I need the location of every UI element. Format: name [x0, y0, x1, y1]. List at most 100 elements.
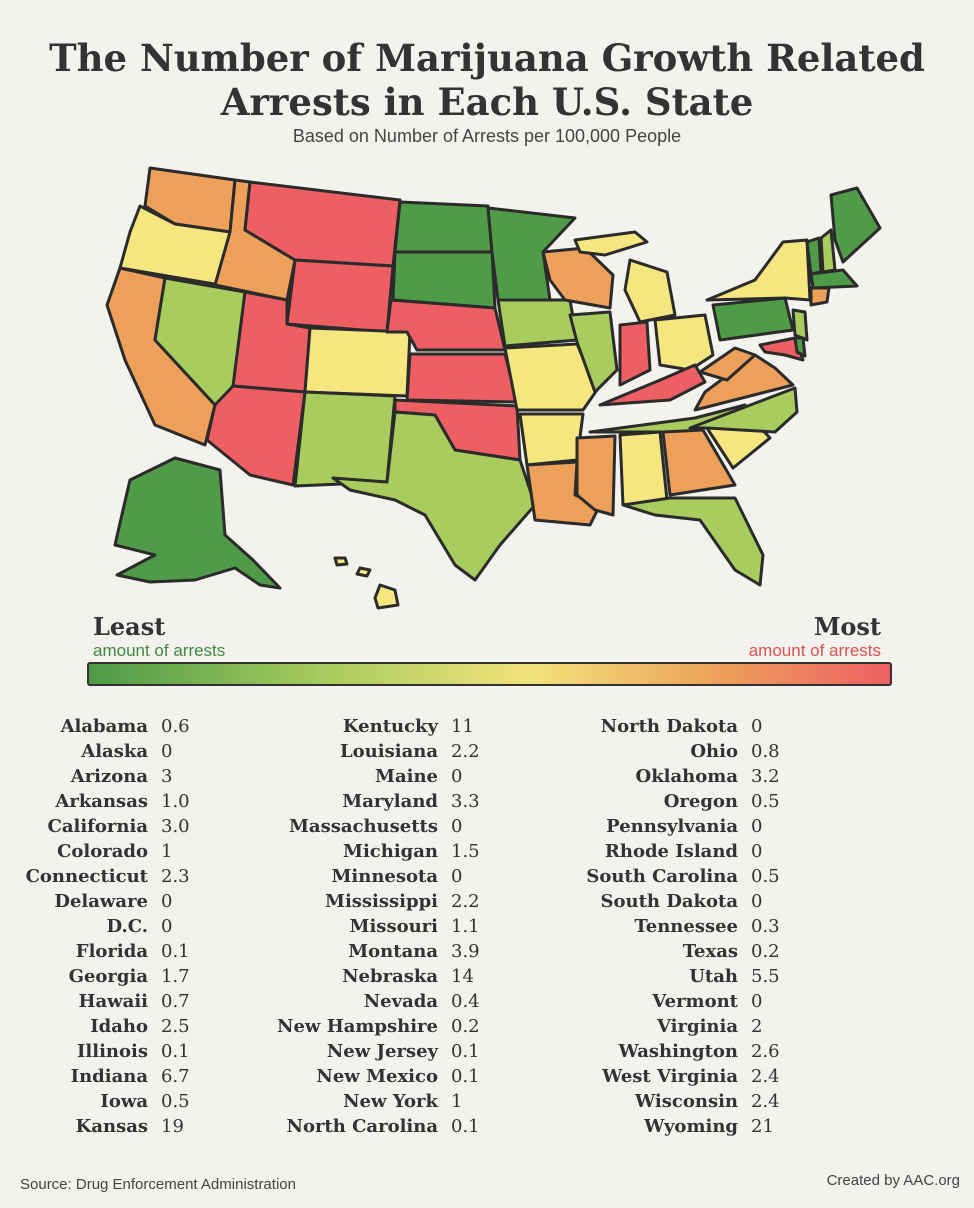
state-maine	[829, 186, 882, 264]
state-value: 2.3	[161, 866, 190, 887]
state-value: 1	[451, 1091, 463, 1112]
title-line-2: Arrests in Each U.S. State	[220, 80, 754, 124]
state-kansas	[405, 352, 519, 404]
state-row: Nebraska 14	[320, 966, 620, 991]
state-row: Kansas 19	[30, 1116, 330, 1141]
state-row: Nevada 0.4	[320, 991, 620, 1016]
state-colorado	[303, 326, 412, 398]
state-name: Oklahoma	[635, 766, 738, 787]
state-row: Alabama 0.6	[30, 716, 330, 741]
legend-least-label: Least	[93, 612, 166, 641]
state-row: Arkansas 1.0	[30, 791, 330, 816]
state-list-column-2: Kentucky 11 Louisiana 2.2 Maine 0 Maryland 3.3 M…	[277, 716, 620, 1141]
state-name: D.C.	[106, 916, 148, 937]
state-name: Alaska	[81, 741, 148, 762]
state-value: 3.3	[451, 791, 480, 812]
state-value: 0	[751, 991, 763, 1012]
state-row: Wyoming 21	[620, 1116, 920, 1141]
state-name: Texas	[682, 941, 738, 962]
state-row: Montana 3.9	[320, 941, 620, 966]
state-value: 0	[451, 866, 463, 887]
state-name: Massachusetts	[288, 816, 438, 837]
state-row: Idaho 2.5	[30, 1016, 330, 1041]
state-new-jersey	[791, 308, 809, 342]
state-row: Kentucky 11	[320, 716, 620, 741]
state-connecticut	[809, 286, 831, 307]
state-value: 1	[161, 841, 173, 862]
state-name: Nevada	[363, 991, 438, 1012]
state-row: Ohio 0.8	[620, 741, 920, 766]
state-massachusetts	[809, 268, 859, 290]
state-name: South Carolina	[586, 866, 738, 887]
state-row: Tennessee 0.3	[620, 916, 920, 941]
state-value: 2.6	[751, 1041, 780, 1062]
state-georgia	[661, 428, 737, 497]
state-name: Colorado	[57, 841, 148, 862]
state-arizona	[205, 384, 307, 487]
state-name: Ohio	[690, 741, 738, 762]
state-row: North Dakota 0	[601, 716, 920, 741]
state-row: Oregon 0.5	[620, 791, 920, 816]
state-value: 0	[161, 891, 173, 912]
state-ohio	[653, 313, 715, 372]
state-name: Minnesota	[331, 866, 438, 887]
state-maryland	[758, 336, 805, 362]
legend-most: Most amount of arrests	[749, 612, 881, 661]
state-row: Virginia 2	[620, 1016, 920, 1041]
state-row: Oklahoma 3.2	[620, 766, 920, 791]
state-value: 6.7	[161, 1066, 190, 1087]
state-name: Montana	[348, 941, 438, 962]
state-name: South Dakota	[600, 891, 739, 912]
state-value: 0	[751, 891, 763, 912]
state-name: West Virginia	[602, 1066, 738, 1087]
state-value: 14	[451, 966, 474, 987]
state-value: 19	[161, 1116, 184, 1137]
state-row: Maryland 3.3	[320, 791, 620, 816]
state-value: 0.1	[451, 1066, 480, 1087]
state-value: 0	[751, 816, 763, 837]
state-nebraska	[385, 298, 507, 352]
state-name: Connecticut	[25, 866, 148, 887]
state-name: North Dakota	[600, 716, 738, 737]
state-row: New Jersey 0.1	[320, 1041, 620, 1066]
state-value: 21	[751, 1116, 774, 1137]
state-row: Colorado 1	[30, 841, 330, 866]
state-mississippi	[575, 434, 617, 517]
state-name: New York	[343, 1091, 438, 1112]
state-row: Georgia 1.7	[30, 966, 330, 991]
state-arkansas	[518, 412, 585, 467]
state-name: Iowa	[100, 1091, 148, 1112]
state-value: 0.1	[451, 1116, 480, 1137]
state-row: Texas 0.2	[620, 941, 920, 966]
state-name: Wyoming	[644, 1116, 738, 1137]
state-row: Arizona 3	[30, 766, 330, 791]
state-value: 3.2	[751, 766, 780, 787]
state-name: North Carolina	[286, 1116, 438, 1137]
legend-most-label: Most	[813, 612, 881, 641]
state-row: New Hampshire 0.2	[277, 1016, 620, 1041]
state-row: Utah 5.5	[620, 966, 920, 991]
state-value: 2.5	[161, 1016, 190, 1037]
state-row: Wisconsin 2.4	[620, 1091, 920, 1116]
state-value: 3	[161, 766, 173, 787]
state-value: 3.9	[451, 941, 480, 962]
state-row: Connecticut 2.3	[26, 866, 330, 891]
state-row: Vermont 0	[620, 991, 920, 1016]
state-value: 0.7	[161, 991, 190, 1012]
state-value: 0.2	[451, 1016, 480, 1037]
state-south-dakota	[391, 250, 497, 310]
state-new-york	[705, 238, 812, 302]
state-north-dakota	[393, 200, 494, 254]
state-value: 1.0	[161, 791, 190, 812]
state-north-carolina	[688, 386, 799, 434]
state-row: Mississippi 2.2	[320, 891, 620, 916]
state-alabama	[618, 430, 669, 507]
state-alaska	[113, 456, 282, 590]
state-row: South Dakota 0	[601, 891, 920, 916]
state-name: Arizona	[70, 766, 148, 787]
state-row: Delaware 0	[30, 891, 330, 916]
state-pennsylvania	[711, 296, 795, 342]
state-name: Florida	[75, 941, 148, 962]
state-row: New Mexico 0.1	[316, 1066, 620, 1091]
title-line-1: The Number of Marijuana Growth Related	[49, 36, 925, 80]
